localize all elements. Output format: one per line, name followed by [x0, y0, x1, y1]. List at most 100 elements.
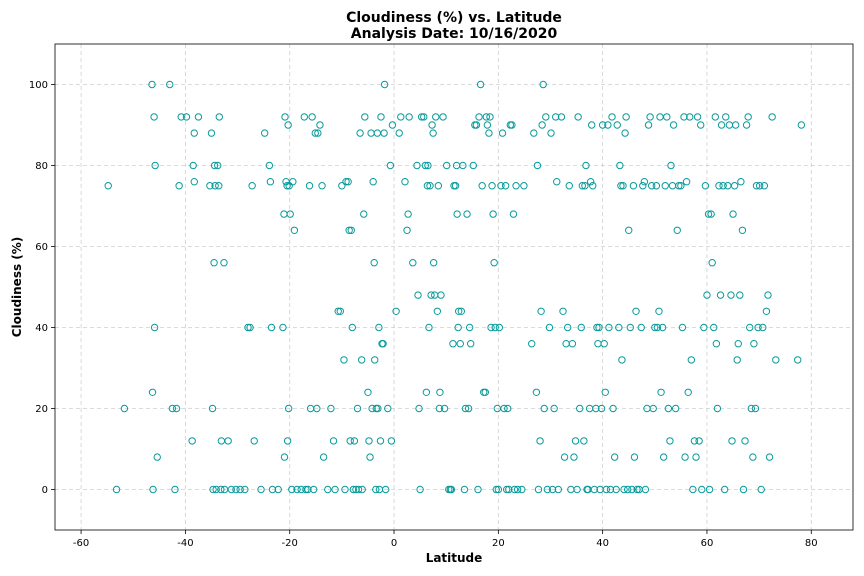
scatter-point: [425, 323, 433, 332]
scatter-point: [175, 182, 183, 190]
scatter-point: [386, 161, 395, 170]
scatter-point: [246, 323, 254, 332]
scatter-point: [210, 259, 218, 267]
y-tick-label: 100: [29, 80, 48, 91]
scatter-point: [482, 113, 491, 121]
scatter-point: [540, 404, 548, 413]
scatter-point: [340, 356, 348, 364]
scatter-point: [356, 129, 364, 137]
scatter-point: [288, 485, 296, 494]
scatter-point: [364, 388, 372, 396]
scatter-point: [485, 129, 493, 137]
scatter-point: [461, 404, 470, 413]
scatter-point: [637, 323, 645, 332]
scatter-point: [387, 437, 396, 445]
scatter-point: [704, 210, 713, 218]
scatter-point: [268, 485, 277, 494]
y-tick-label: 20: [35, 404, 48, 415]
scatter-point: [701, 182, 710, 190]
scatter-point: [207, 129, 216, 137]
scatter-point: [629, 182, 638, 190]
scatter-point: [538, 121, 546, 129]
scatter-point: [490, 259, 498, 267]
scatter-point: [316, 121, 324, 129]
scatter-point: [678, 323, 687, 332]
scatter-point: [342, 178, 350, 186]
scatter-point: [692, 453, 700, 461]
scatter-point: [250, 437, 258, 445]
scatter-point: [695, 437, 703, 445]
scatter-point: [424, 161, 432, 170]
scatter-point: [656, 113, 664, 121]
scatter-point: [319, 453, 328, 461]
x-tick-label: -40: [177, 538, 193, 549]
scatter-point: [451, 182, 460, 190]
scatter-point: [283, 437, 292, 445]
scatter-point: [327, 404, 335, 413]
scatter-point: [112, 485, 121, 494]
scatter-point: [209, 485, 217, 494]
scatter-point: [508, 121, 516, 129]
scatter-point: [427, 291, 435, 299]
scatter-point: [575, 404, 584, 413]
scatter-point: [734, 340, 742, 348]
scatter-point: [689, 485, 697, 494]
scatter-point: [372, 485, 380, 494]
scatter-point: [472, 121, 481, 129]
y-axis: 0 20 40 60 80 100: [29, 80, 55, 496]
scatter-point: [318, 182, 326, 190]
x-axis-label: Latitude: [426, 551, 483, 565]
scatter-point: [476, 80, 485, 89]
scatter-point: [594, 340, 602, 348]
scatter-point: [437, 291, 445, 299]
scatter-point: [314, 129, 322, 137]
scatter-point: [720, 485, 729, 494]
scatter-point: [241, 485, 249, 494]
data-points: [104, 80, 806, 494]
scatter-point: [194, 113, 203, 121]
scatter-point: [684, 388, 692, 396]
scatter-point: [653, 323, 662, 332]
scatter-point: [587, 121, 596, 129]
scatter-point: [625, 226, 633, 235]
scatter-point: [633, 485, 641, 494]
scatter-point: [481, 388, 489, 396]
scatter-point: [731, 121, 740, 129]
scatter-point: [620, 485, 628, 494]
scatter-point: [190, 178, 198, 186]
scatter-point: [667, 161, 675, 170]
scatter-point: [311, 129, 319, 137]
scatter-point: [374, 404, 382, 413]
scatter-point: [353, 404, 362, 413]
scatter-point: [392, 307, 400, 315]
scatter-point: [429, 129, 437, 137]
x-tick-label: 80: [805, 538, 818, 549]
scatter-point: [354, 485, 363, 494]
scatter-point: [568, 340, 577, 348]
scatter-point: [435, 404, 444, 413]
scatter-point: [495, 323, 504, 332]
scatter-point: [545, 323, 554, 332]
scatter-point: [494, 485, 503, 494]
scatter-point: [244, 323, 252, 332]
scatter-point: [768, 113, 776, 121]
scatter-point: [509, 210, 518, 218]
scatter-point: [206, 182, 214, 190]
scatter-point: [681, 453, 689, 461]
plot-frame: [54, 43, 854, 531]
scatter-point: [512, 182, 520, 190]
scatter-point: [651, 323, 659, 332]
scatter-point: [649, 404, 657, 413]
scatter-point: [677, 182, 685, 190]
x-tick-label: 40: [596, 538, 609, 549]
scatter-point: [341, 485, 349, 494]
scatter-point: [208, 404, 217, 413]
scatter-point: [344, 178, 352, 186]
scatter-point: [560, 453, 569, 461]
scatter-point: [257, 485, 265, 494]
scatter-point: [300, 113, 309, 121]
scatter-point: [324, 485, 332, 494]
scatter-point: [663, 113, 671, 121]
scatter-point: [439, 113, 447, 121]
scatter-point: [224, 437, 232, 445]
